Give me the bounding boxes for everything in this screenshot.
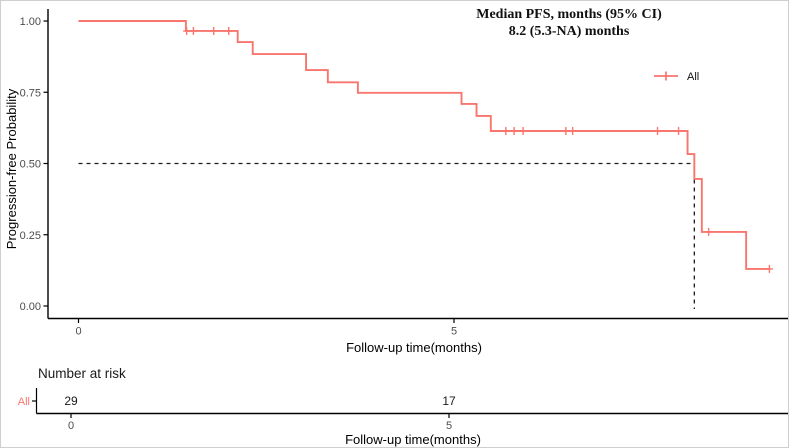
y-tick-label: 0.50 <box>20 159 41 171</box>
risk-x-tick-label-0: 0 <box>68 420 74 432</box>
risk-row-label-all: All <box>18 396 30 408</box>
risk-x-axis-title: Follow-up time(months) <box>345 432 481 447</box>
legend: All <box>654 71 699 83</box>
y-tick-label: 1.00 <box>20 16 41 28</box>
plot-layer: 0.00 0.25 0.50 0.75 1.00 0 5 <box>20 9 788 338</box>
risk-table: Number at risk All 29 17 0 5 Follow-up t… <box>18 366 788 447</box>
y-axis-title: Progression-free Probability <box>4 88 19 249</box>
x-tick-label: 5 <box>451 326 457 338</box>
y-tick-label: 0.00 <box>20 301 41 313</box>
km-curve-all <box>78 20 770 270</box>
x-axis-title: Follow-up time(months) <box>346 340 482 355</box>
risk-table-heading: Number at risk <box>38 366 126 381</box>
risk-x-tick-label-5: 5 <box>446 420 452 432</box>
legend-label-all: All <box>687 71 699 83</box>
median-pfs-title-line1: Median PFS, months (95% CI) <box>476 7 662 22</box>
y-tick-label: 0.75 <box>20 87 41 99</box>
y-tick-label: 0.25 <box>20 230 41 242</box>
risk-count-t5: 17 <box>442 394 456 408</box>
risk-count-t0: 29 <box>64 394 78 408</box>
median-pfs-title-line2: 8.2 (5.3-NA) months <box>509 24 630 39</box>
x-tick-label: 0 <box>75 326 81 338</box>
